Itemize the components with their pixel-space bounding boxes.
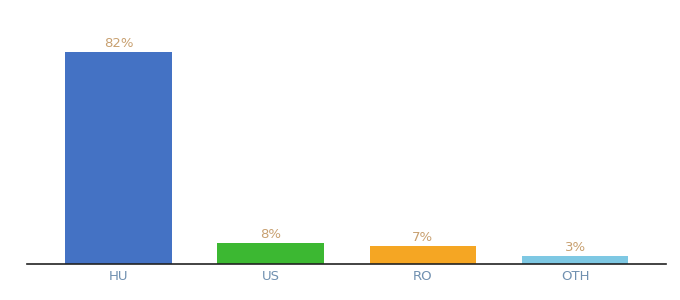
- Text: 3%: 3%: [564, 241, 585, 254]
- Bar: [65, 52, 172, 264]
- Text: 82%: 82%: [104, 37, 133, 50]
- Bar: [522, 256, 628, 264]
- Text: 7%: 7%: [412, 231, 433, 244]
- Bar: [370, 246, 476, 264]
- Bar: [218, 243, 324, 264]
- Text: 8%: 8%: [260, 228, 282, 241]
